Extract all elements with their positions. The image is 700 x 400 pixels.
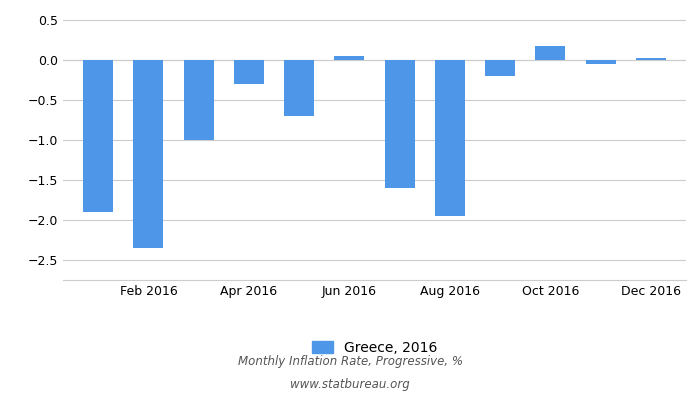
Bar xyxy=(384,60,414,188)
Bar xyxy=(284,60,314,116)
Bar xyxy=(536,46,566,60)
Text: Monthly Inflation Rate, Progressive, %: Monthly Inflation Rate, Progressive, % xyxy=(237,356,463,368)
Bar xyxy=(234,60,264,84)
Bar xyxy=(183,60,214,140)
Legend: Greece, 2016: Greece, 2016 xyxy=(307,335,442,360)
Bar xyxy=(335,56,365,60)
Bar xyxy=(636,58,666,60)
Bar xyxy=(485,60,515,76)
Bar xyxy=(585,60,616,64)
Bar xyxy=(133,60,164,248)
Text: www.statbureau.org: www.statbureau.org xyxy=(290,378,410,391)
Bar xyxy=(83,60,113,212)
Bar xyxy=(435,60,465,216)
